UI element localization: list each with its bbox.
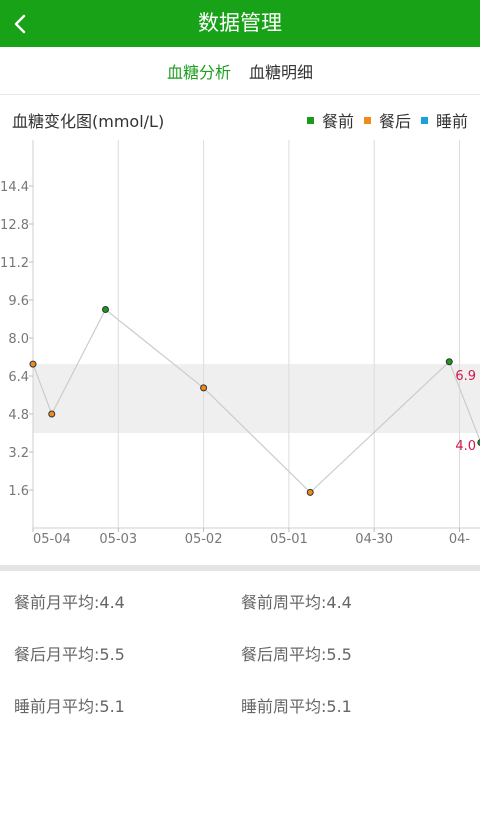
legend-item-before-sleep: 睡前: [420, 108, 468, 132]
data-point: [477, 439, 480, 446]
data-point: [102, 306, 110, 313]
data-point: [29, 360, 37, 368]
tab-blood-sugar-details[interactable]: 血糖明细: [249, 62, 314, 82]
data-point: [48, 410, 56, 418]
legend-swatch: [420, 116, 428, 124]
chart-header: 血糖变化图(mmol/L) 餐前 餐后 睡前: [0, 96, 480, 140]
tab-blood-sugar-analysis[interactable]: 血糖分析: [166, 62, 231, 82]
after-meal-month-average: 餐后月平均:5.5: [14, 645, 125, 664]
stat-row: 睡前月平均:5.1 睡前周平均:5.1: [0, 675, 480, 727]
legend-label: 睡前: [435, 112, 468, 131]
y-tick-label: 3.2: [8, 446, 29, 461]
y-tick-label: 12.8: [0, 218, 29, 233]
chart-title: 血糖变化图(mmol/L): [12, 112, 165, 131]
range-low-label: 4.0: [455, 439, 476, 454]
y-tick-label: 1.6: [8, 484, 29, 499]
after-meal-week-average: 餐后周平均:5.5: [241, 645, 352, 664]
y-tick-label: 14.4: [0, 180, 29, 195]
legend-item-before-meal: 餐前: [306, 108, 354, 132]
x-tick-label: 05-02: [185, 532, 223, 547]
normal-range-band: [33, 364, 480, 433]
data-point: [445, 358, 453, 366]
data-point: [200, 384, 208, 392]
app-header: 数据管理: [0, 0, 480, 47]
tab-bar: 血糖分析 血糖明细: [0, 47, 480, 95]
plot-area: [33, 140, 480, 528]
chart-legend: 餐前 餐后 睡前: [306, 108, 468, 132]
y-tick-label: 9.6: [8, 294, 29, 309]
legend-label: 餐前: [321, 112, 354, 131]
legend-label: 餐后: [378, 112, 411, 131]
before-meal-week-average: 餐前周平均:4.4: [241, 593, 352, 612]
y-tick-label: 11.2: [0, 256, 29, 271]
before-sleep-month-average: 睡前月平均:5.1: [14, 697, 125, 716]
x-tick-label: 05-01: [270, 532, 308, 547]
y-tick-label: 6.4: [8, 370, 29, 385]
before-sleep-week-average: 睡前周平均:5.1: [241, 697, 352, 716]
blood-sugar-chart[interactable]: 1.6 3.2 4.8 6.4 8.0 9.6 11.2 12.8 14.4 05-04 05-03…: [0, 140, 480, 560]
averages-panel: 餐前月平均:4.4 餐前周平均:4.4 餐后月平均:5.5 餐后周平均:5.5 …: [0, 571, 480, 727]
back-button[interactable]: [0, 0, 40, 47]
legend-swatch: [363, 116, 371, 124]
x-tick-label: 04-30: [355, 532, 393, 547]
legend-item-after-meal: 餐后: [363, 108, 411, 132]
section-divider: [0, 565, 480, 571]
stat-row: 餐前月平均:4.4 餐前周平均:4.4: [0, 571, 480, 623]
data-point: [306, 488, 314, 496]
x-tick-label: 04-: [449, 532, 471, 547]
y-tick-label: 4.8: [8, 408, 29, 423]
before-meal-month-average: 餐前月平均:4.4: [14, 593, 125, 612]
chevron-left-icon: [14, 14, 26, 33]
range-high-label: 6.9: [455, 369, 476, 384]
x-tick-label: 05-04: [33, 532, 71, 547]
x-tick-label: 05-03: [99, 532, 137, 547]
stat-row: 餐后月平均:5.5 餐后周平均:5.5: [0, 623, 480, 675]
legend-swatch: [306, 116, 314, 124]
y-tick-label: 8.0: [8, 332, 29, 347]
page-title: 数据管理: [198, 11, 282, 35]
chart-canvas: 1.6 3.2 4.8 6.4 8.0 9.6 11.2 12.8 14.4 05-04 05-03…: [0, 140, 480, 547]
